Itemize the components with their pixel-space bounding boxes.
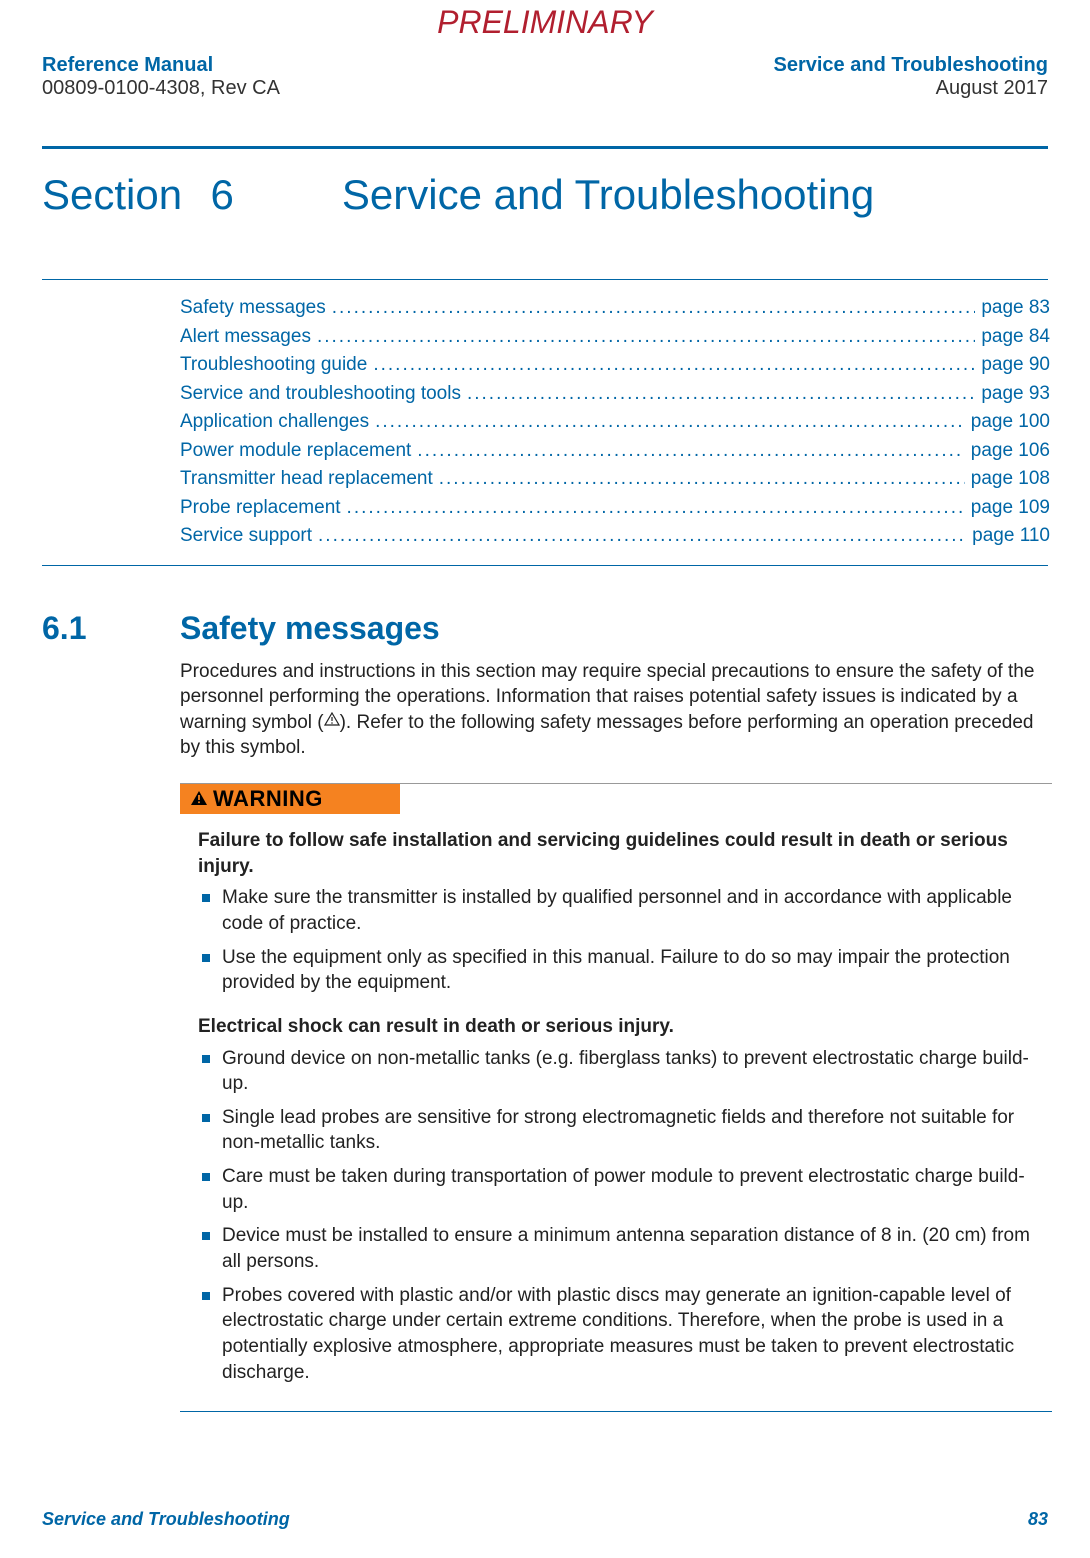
section-heading: Section 6 Service and Troubleshooting xyxy=(42,171,1048,219)
warning-list-2: Ground device on non-metallic tanks (e.g… xyxy=(198,1046,1034,1386)
toc-label: Application challenges xyxy=(180,408,369,437)
toc-entry[interactable]: Troubleshooting guide page 90 xyxy=(180,351,1050,380)
intro-paragraph: Procedures and instructions in this sect… xyxy=(180,659,1050,762)
warning-item: Use the equipment only as specified in t… xyxy=(198,945,1034,996)
toc-label: Service support xyxy=(180,522,312,551)
toc-page: page 84 xyxy=(981,323,1050,352)
warning-banner: WARNING xyxy=(180,784,400,814)
subsection-number: 6.1 xyxy=(42,610,180,647)
section-title: Service and Troubleshooting xyxy=(342,171,874,219)
warning-banner-text: WARNING xyxy=(213,786,323,812)
toc-label: Service and troubleshooting tools xyxy=(180,380,461,409)
header-left: Reference Manual 00809-0100-4308, Rev CA xyxy=(42,54,280,100)
toc-label: Safety messages xyxy=(180,294,326,323)
subsection-heading: 6.1 Safety messages xyxy=(42,610,1048,647)
toc-entry[interactable]: Transmitter head replacement page 108 xyxy=(180,465,1050,494)
warning-item: Single lead probes are sensitive for str… xyxy=(198,1105,1034,1156)
toc-label: Power module replacement xyxy=(180,437,411,466)
toc-page: page 90 xyxy=(981,351,1050,380)
toc-leader xyxy=(417,437,964,466)
page-footer: Service and Troubleshooting 83 xyxy=(42,1509,1048,1530)
toc-leader xyxy=(347,494,965,523)
toc-page: page 110 xyxy=(972,522,1050,551)
toc-page: page 83 xyxy=(981,294,1050,323)
footer-page-number: 83 xyxy=(1028,1509,1048,1530)
page-content: Reference Manual 00809-0100-4308, Rev CA… xyxy=(0,0,1090,1412)
doc-number: 00809-0100-4308, Rev CA xyxy=(42,77,280,100)
toc-entry[interactable]: Alert messages page 84 xyxy=(180,323,1050,352)
warning-item: Make sure the transmitter is installed b… xyxy=(198,885,1034,936)
warning-item: Device must be installed to ensure a min… xyxy=(198,1223,1034,1274)
page-header: Reference Manual 00809-0100-4308, Rev CA… xyxy=(42,54,1048,100)
subsection-title: Safety messages xyxy=(180,610,440,647)
warning-heading-1: Failure to follow safe installation and … xyxy=(198,828,1034,879)
warning-list-1: Make sure the transmitter is installed b… xyxy=(198,885,1034,996)
toc-label: Alert messages xyxy=(180,323,311,352)
toc-page: page 93 xyxy=(981,380,1050,409)
header-rule xyxy=(42,146,1048,149)
toc-label: Transmitter head replacement xyxy=(180,465,433,494)
toc-label: Probe replacement xyxy=(180,494,341,523)
chapter-title-header: Service and Troubleshooting xyxy=(774,54,1049,77)
warning-banner-icon xyxy=(190,786,208,812)
warning-triangle-icon xyxy=(324,708,340,734)
warning-content: Failure to follow safe installation and … xyxy=(180,814,1052,1385)
toc-leader xyxy=(373,351,975,380)
section-word: Section xyxy=(42,171,182,218)
toc-entry[interactable]: Service support page 110 xyxy=(180,522,1050,551)
section-number: 6 xyxy=(211,171,234,218)
toc-entry[interactable]: Probe replacement page 109 xyxy=(180,494,1050,523)
toc-leader xyxy=(439,465,965,494)
toc-rule-bottom xyxy=(42,565,1048,566)
toc-leader xyxy=(318,522,966,551)
toc-page: page 108 xyxy=(971,465,1050,494)
ref-manual-title: Reference Manual xyxy=(42,54,280,77)
toc-entry[interactable]: Safety messages page 83 xyxy=(180,294,1050,323)
doc-date: August 2017 xyxy=(774,77,1049,100)
warning-item: Probes covered with plastic and/or with … xyxy=(198,1283,1034,1386)
warning-heading-2: Electrical shock can result in death or … xyxy=(198,1014,1034,1040)
footer-chapter: Service and Troubleshooting xyxy=(42,1509,290,1530)
toc-leader xyxy=(467,380,975,409)
toc-page: page 100 xyxy=(971,408,1050,437)
warning-item: Care must be taken during transportation… xyxy=(198,1164,1034,1215)
warning-item: Ground device on non-metallic tanks (e.g… xyxy=(198,1046,1034,1097)
section-label-num: Section 6 xyxy=(42,171,234,219)
warning-box: WARNING Failure to follow safe installat… xyxy=(180,783,1052,1412)
header-right: Service and Troubleshooting August 2017 xyxy=(774,54,1049,100)
toc-rule-top xyxy=(42,279,1048,280)
toc-leader xyxy=(317,323,975,352)
preliminary-watermark: PRELIMINARY xyxy=(437,4,653,41)
table-of-contents: Safety messages page 83 Alert messages pag… xyxy=(180,294,1050,551)
toc-entry[interactable]: Application challenges page 100 xyxy=(180,408,1050,437)
toc-entry[interactable]: Power module replacement page 106 xyxy=(180,437,1050,466)
toc-leader xyxy=(375,408,965,437)
toc-page: page 109 xyxy=(971,494,1050,523)
toc-leader xyxy=(332,294,976,323)
toc-page: page 106 xyxy=(971,437,1050,466)
toc-label: Troubleshooting guide xyxy=(180,351,367,380)
toc-entry[interactable]: Service and troubleshooting tools page 93 xyxy=(180,380,1050,409)
